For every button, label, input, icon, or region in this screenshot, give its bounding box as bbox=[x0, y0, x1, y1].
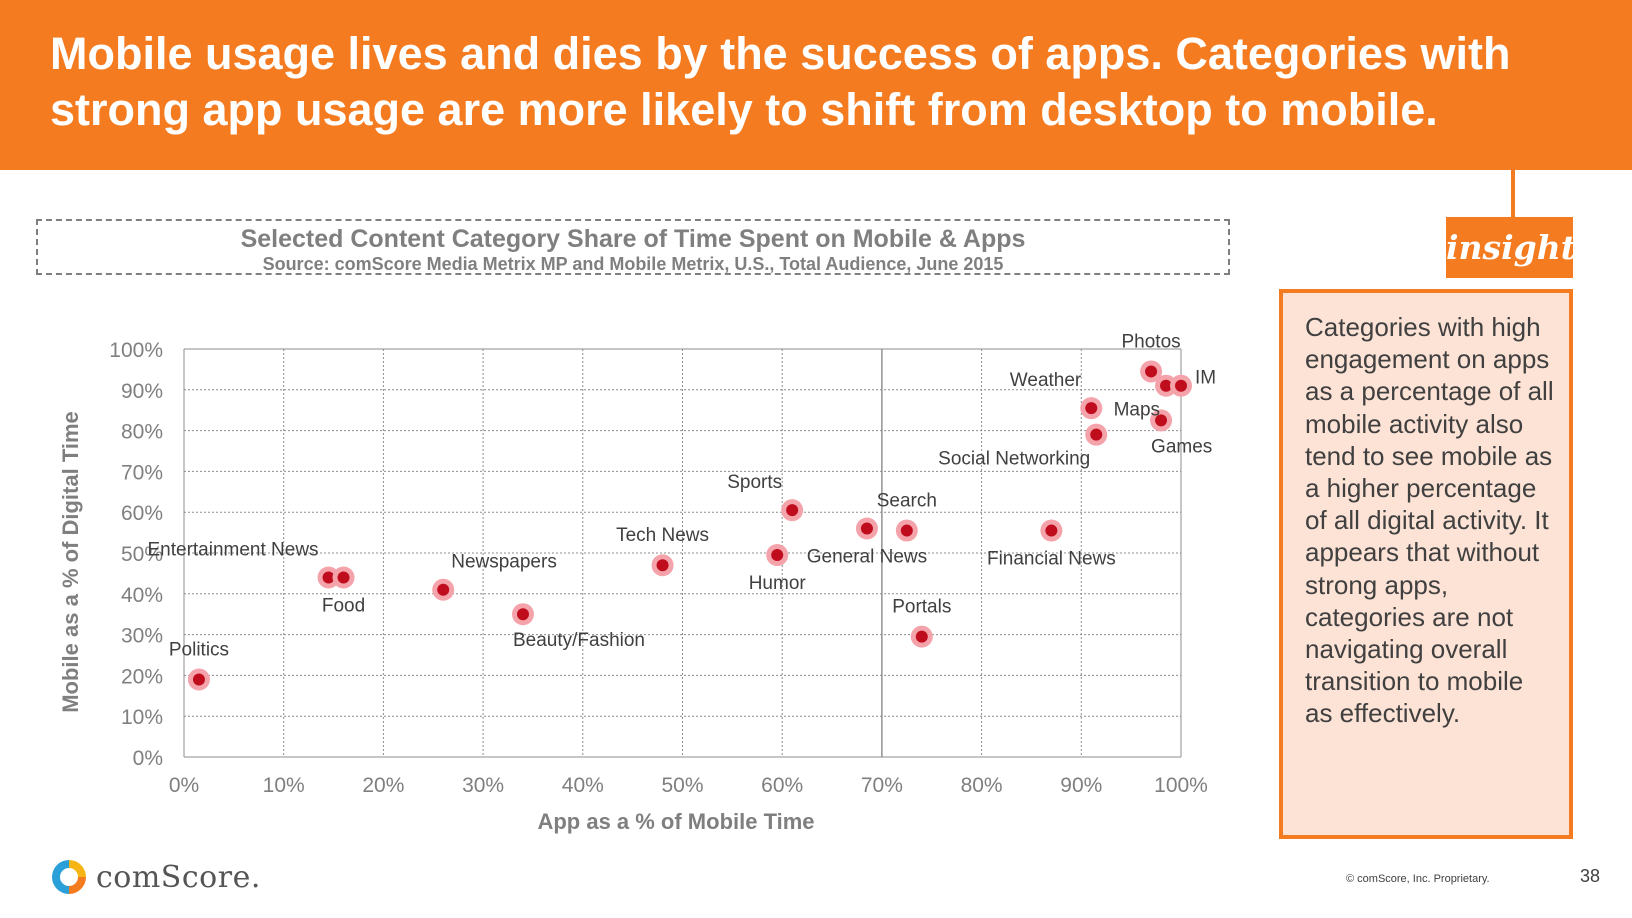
point-label: Food bbox=[322, 595, 365, 616]
point-label: Tech News bbox=[616, 525, 709, 546]
point-dot bbox=[1160, 379, 1173, 392]
scatter-point bbox=[766, 544, 789, 567]
y-tick-label: 50% bbox=[121, 543, 163, 566]
point-label: Politics bbox=[169, 639, 229, 660]
point-dot bbox=[1175, 379, 1187, 392]
scatter-point bbox=[1140, 360, 1163, 383]
grid-layer bbox=[183, 348, 1182, 758]
copyright: © comScore, Inc. Proprietary. bbox=[1346, 873, 1490, 885]
point-dot bbox=[786, 504, 799, 517]
scatter-point bbox=[1085, 423, 1108, 446]
scatter-point bbox=[187, 668, 210, 691]
x-tick-label: 0% bbox=[169, 774, 199, 797]
point-dot bbox=[860, 522, 873, 535]
scatter-point bbox=[1040, 519, 1063, 542]
y-tick-label: 80% bbox=[121, 421, 163, 444]
scatter-point bbox=[332, 566, 355, 589]
point-dot bbox=[437, 583, 450, 596]
comscore-logo-icon bbox=[52, 860, 86, 894]
point-dot bbox=[337, 571, 350, 584]
x-tick-label: 80% bbox=[961, 774, 1003, 797]
label-layer: Politics Entertainment News Food Newspapers… bbox=[147, 331, 1216, 660]
point-label: Beauty/Fashion bbox=[513, 630, 645, 651]
point-layer bbox=[187, 360, 1192, 691]
header-banner: Mobile usage lives and dies by the succe… bbox=[0, 0, 1632, 170]
tick-layer: 0% 10% 20% 30% 40% 50% 60% 70% 80% 90% 100% 0% 10% 20… bbox=[109, 339, 1208, 797]
insight-tag: insight bbox=[1446, 217, 1576, 278]
point-label: Portals bbox=[892, 597, 951, 618]
y-tick-label: 90% bbox=[121, 380, 163, 403]
point-label: Photos bbox=[1122, 331, 1181, 352]
y-axis-title: Mobile as a % of Digital Time bbox=[58, 411, 83, 713]
y-tick-label: 40% bbox=[121, 584, 163, 607]
y-tick-label: 70% bbox=[121, 461, 163, 484]
point-dot bbox=[900, 524, 913, 537]
page-number: 38 bbox=[1580, 866, 1601, 886]
point-label: Sports bbox=[727, 472, 782, 493]
point-dot bbox=[1045, 524, 1058, 537]
x-axis-title: App as a % of Mobile Time bbox=[537, 809, 814, 834]
y-tick-label: 100% bbox=[109, 339, 163, 362]
point-dot bbox=[771, 549, 784, 562]
scatter-point bbox=[1170, 374, 1192, 397]
point-label: Social Networking bbox=[938, 449, 1090, 470]
point-label: General News bbox=[807, 547, 927, 568]
point-label: Entertainment News bbox=[147, 539, 318, 560]
y-tick-label: 30% bbox=[121, 625, 163, 648]
x-tick-label: 60% bbox=[761, 774, 803, 797]
x-tick-label: 40% bbox=[562, 774, 604, 797]
x-tick-label: 50% bbox=[661, 774, 703, 797]
point-dot bbox=[656, 559, 669, 572]
connector-line bbox=[1511, 170, 1515, 218]
x-tick-label: 70% bbox=[861, 774, 903, 797]
scatter-point bbox=[651, 554, 674, 577]
scatter-point bbox=[511, 603, 534, 626]
y-tick-label: 10% bbox=[121, 706, 163, 729]
point-dot bbox=[516, 608, 529, 621]
point-label: Financial News bbox=[987, 549, 1116, 570]
slide-title: Mobile usage lives and dies by the succe… bbox=[50, 28, 1511, 135]
scatter-point bbox=[895, 519, 918, 542]
scatter-point bbox=[1150, 409, 1173, 432]
y-tick-label: 20% bbox=[121, 665, 163, 688]
chart-title-box: Selected Content Category Share of Time … bbox=[36, 219, 1230, 275]
x-tick-label: 100% bbox=[1154, 774, 1208, 797]
point-dot bbox=[192, 673, 205, 686]
x-tick-label: 90% bbox=[1060, 774, 1102, 797]
scatter-point bbox=[432, 578, 455, 601]
scatter-point bbox=[910, 625, 933, 648]
point-dot bbox=[1155, 414, 1168, 427]
x-tick-label: 10% bbox=[263, 774, 305, 797]
point-label: Search bbox=[877, 491, 937, 512]
point-label: Maps bbox=[1114, 400, 1160, 421]
y-tick-label: 0% bbox=[133, 747, 163, 770]
insight-text: Categories with high engagement on apps … bbox=[1305, 312, 1554, 729]
x-tick-label: 20% bbox=[362, 774, 404, 797]
point-dot bbox=[1145, 365, 1158, 378]
point-label: Newspapers bbox=[451, 552, 557, 573]
point-dot bbox=[1085, 402, 1098, 415]
chart-title: Selected Content Category Share of Time … bbox=[240, 225, 1026, 253]
insight-box: Categories with high engagement on apps … bbox=[1279, 289, 1573, 839]
point-dot bbox=[915, 630, 928, 643]
logo-text: comScore. bbox=[96, 860, 261, 895]
y-tick-label: 60% bbox=[121, 502, 163, 525]
point-label: Humor bbox=[749, 573, 807, 594]
scatter-point bbox=[1080, 397, 1103, 420]
point-dot bbox=[1090, 428, 1103, 441]
point-label: Weather bbox=[1010, 370, 1082, 391]
scatter-point bbox=[781, 499, 804, 522]
point-label: Games bbox=[1151, 436, 1212, 457]
x-tick-label: 30% bbox=[462, 774, 504, 797]
chart-source: Source: comScore Media Metrix MP and Mob… bbox=[262, 254, 1004, 274]
scatter-point bbox=[855, 517, 878, 540]
point-dot bbox=[322, 571, 335, 584]
point-label: IM bbox=[1195, 368, 1216, 389]
